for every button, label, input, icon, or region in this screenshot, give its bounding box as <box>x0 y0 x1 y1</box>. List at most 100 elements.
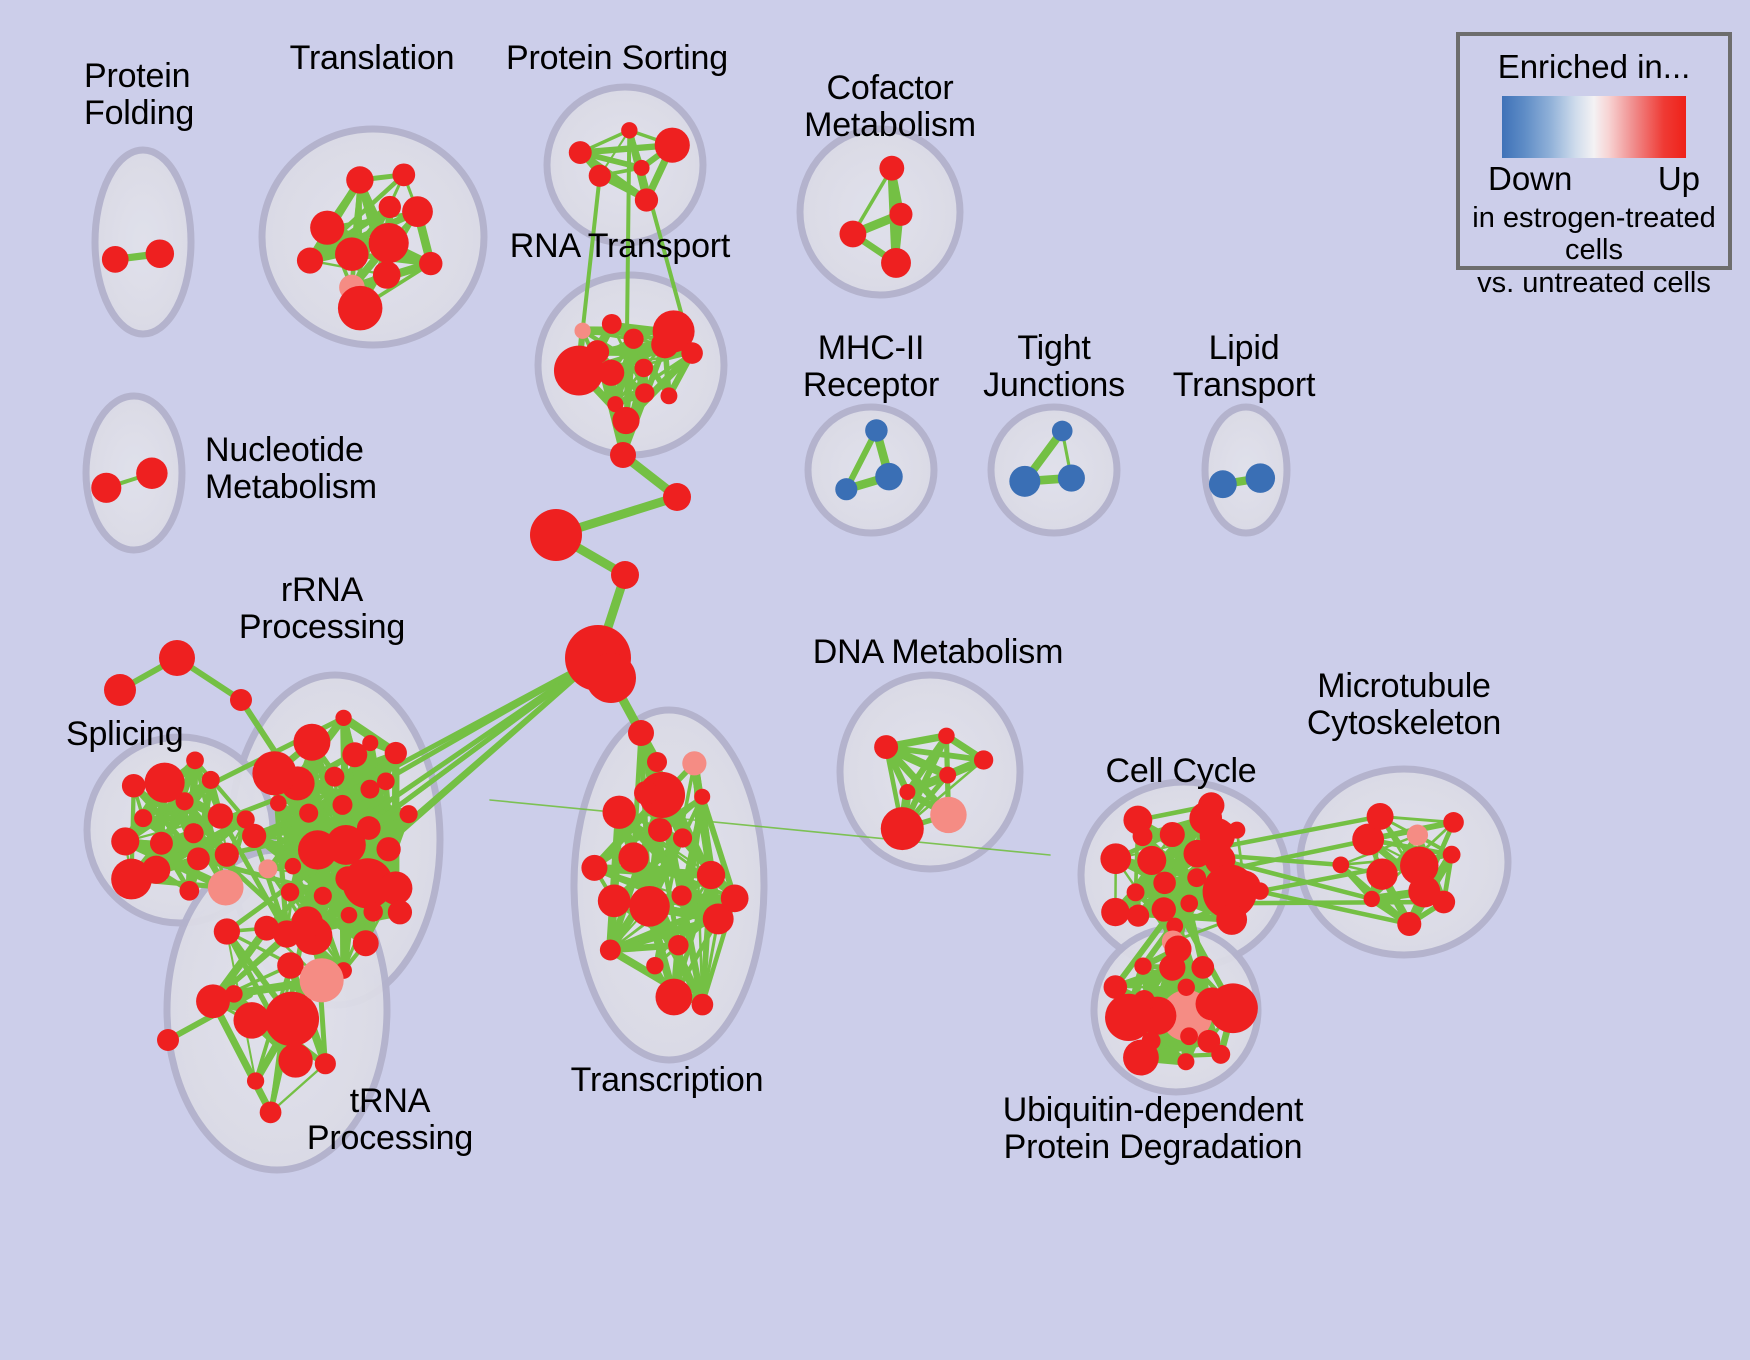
gene-set-node[interactable] <box>618 842 649 873</box>
gene-set-node[interactable] <box>1352 823 1385 856</box>
gene-set-node[interactable] <box>1216 904 1248 935</box>
gene-set-node[interactable] <box>1397 911 1422 937</box>
gene-set-node[interactable] <box>681 342 703 364</box>
gene-set-node[interactable] <box>91 472 122 503</box>
gene-set-node[interactable] <box>874 735 899 760</box>
gene-set-node[interactable] <box>635 383 655 403</box>
gene-set-node[interactable] <box>145 239 175 268</box>
gene-set-node[interactable] <box>313 886 332 905</box>
gene-set-node[interactable] <box>372 261 401 289</box>
gene-set-node[interactable] <box>633 159 650 176</box>
gene-set-node[interactable] <box>254 915 280 941</box>
gene-set-node[interactable] <box>1197 1029 1221 1053</box>
gene-set-node[interactable] <box>694 788 711 805</box>
gene-set-node[interactable] <box>230 689 252 711</box>
gene-set-node[interactable] <box>1187 868 1207 888</box>
gene-set-node[interactable] <box>663 483 691 511</box>
gene-set-node[interactable] <box>363 902 383 922</box>
gene-set-node[interactable] <box>213 918 241 945</box>
gene-set-node[interactable] <box>889 202 913 226</box>
gene-set-node[interactable] <box>1408 875 1441 908</box>
gene-set-node[interactable] <box>280 882 300 902</box>
gene-set-node[interactable] <box>1159 821 1185 848</box>
gene-set-node[interactable] <box>930 796 967 834</box>
gene-set-node[interactable] <box>252 751 297 796</box>
gene-set-node[interactable] <box>660 387 678 405</box>
gene-set-node[interactable] <box>337 285 383 331</box>
gene-set-node[interactable] <box>1366 858 1398 890</box>
gene-set-node[interactable] <box>356 816 381 840</box>
gene-set-node[interactable] <box>621 122 638 139</box>
gene-set-node[interactable] <box>938 727 955 745</box>
gene-set-node[interactable] <box>879 155 905 181</box>
gene-set-node[interactable] <box>629 885 670 927</box>
gene-set-node[interactable] <box>875 462 903 491</box>
gene-set-node[interactable] <box>623 328 644 349</box>
gene-set-node[interactable] <box>1432 890 1456 914</box>
gene-set-node[interactable] <box>278 1043 313 1078</box>
gene-set-node[interactable] <box>865 419 888 442</box>
gene-set-node[interactable] <box>297 830 338 870</box>
gene-set-node[interactable] <box>179 880 200 901</box>
gene-set-node[interactable] <box>1051 420 1073 442</box>
gene-set-node[interactable] <box>310 210 345 245</box>
gene-set-node[interactable] <box>1366 802 1394 830</box>
gene-set-node[interactable] <box>1208 983 1258 1034</box>
gene-set-node[interactable] <box>1100 843 1132 875</box>
gene-set-node[interactable] <box>668 934 689 956</box>
gene-set-node[interactable] <box>691 993 714 1016</box>
gene-set-node[interactable] <box>1126 883 1145 902</box>
gene-set-node[interactable] <box>368 222 409 264</box>
gene-set-node[interactable] <box>652 310 695 353</box>
gene-set-node[interactable] <box>299 958 344 1003</box>
gene-set-node[interactable] <box>1177 1053 1195 1071</box>
gene-set-node[interactable] <box>346 166 374 194</box>
gene-set-node[interactable] <box>610 442 636 468</box>
gene-set-node[interactable] <box>1123 1039 1159 1076</box>
gene-set-node[interactable] <box>1153 871 1176 895</box>
gene-set-node[interactable] <box>1126 904 1150 927</box>
gene-set-node[interactable] <box>332 794 353 815</box>
gene-set-node[interactable] <box>157 1029 179 1051</box>
gene-set-node[interactable] <box>1057 464 1085 492</box>
gene-set-node[interactable] <box>1123 805 1153 835</box>
gene-set-node[interactable] <box>246 1072 265 1090</box>
gene-set-node[interactable] <box>104 674 136 706</box>
gene-set-node[interactable] <box>1101 897 1130 927</box>
gene-set-node[interactable] <box>362 735 379 752</box>
gene-set-node[interactable] <box>973 750 994 770</box>
gene-set-node[interactable] <box>360 779 380 799</box>
gene-set-node[interactable] <box>1443 812 1464 833</box>
gene-set-node[interactable] <box>335 237 369 271</box>
gene-set-node[interactable] <box>376 837 401 862</box>
gene-set-node[interactable] <box>672 828 693 848</box>
gene-set-node[interactable] <box>598 359 625 386</box>
gene-set-node[interactable] <box>602 795 636 829</box>
gene-set-node[interactable] <box>1332 856 1350 874</box>
gene-set-node[interactable] <box>647 752 667 772</box>
gene-set-node[interactable] <box>324 766 345 787</box>
gene-set-node[interactable] <box>214 842 239 867</box>
gene-set-node[interactable] <box>296 247 324 274</box>
gene-set-node[interactable] <box>419 251 443 276</box>
gene-set-node[interactable] <box>586 653 636 703</box>
gene-set-node[interactable] <box>342 858 393 909</box>
gene-set-node[interactable] <box>568 141 592 165</box>
gene-set-node[interactable] <box>1009 465 1041 497</box>
gene-set-node[interactable] <box>1245 463 1276 493</box>
gene-set-node[interactable] <box>101 246 129 273</box>
gene-set-node[interactable] <box>881 247 911 278</box>
gene-set-node[interactable] <box>144 762 185 803</box>
gene-set-node[interactable] <box>258 859 278 879</box>
gene-set-node[interactable] <box>149 831 173 855</box>
gene-set-node[interactable] <box>702 903 734 935</box>
gene-set-node[interactable] <box>284 857 302 875</box>
gene-set-node[interactable] <box>899 784 916 801</box>
gene-set-node[interactable] <box>264 991 320 1047</box>
gene-set-node[interactable] <box>1363 890 1380 908</box>
gene-set-node[interactable] <box>581 854 608 881</box>
gene-set-node[interactable] <box>1137 845 1167 875</box>
gene-set-node[interactable] <box>601 314 622 334</box>
gene-set-node[interactable] <box>387 900 413 925</box>
gene-set-node[interactable] <box>939 766 957 784</box>
